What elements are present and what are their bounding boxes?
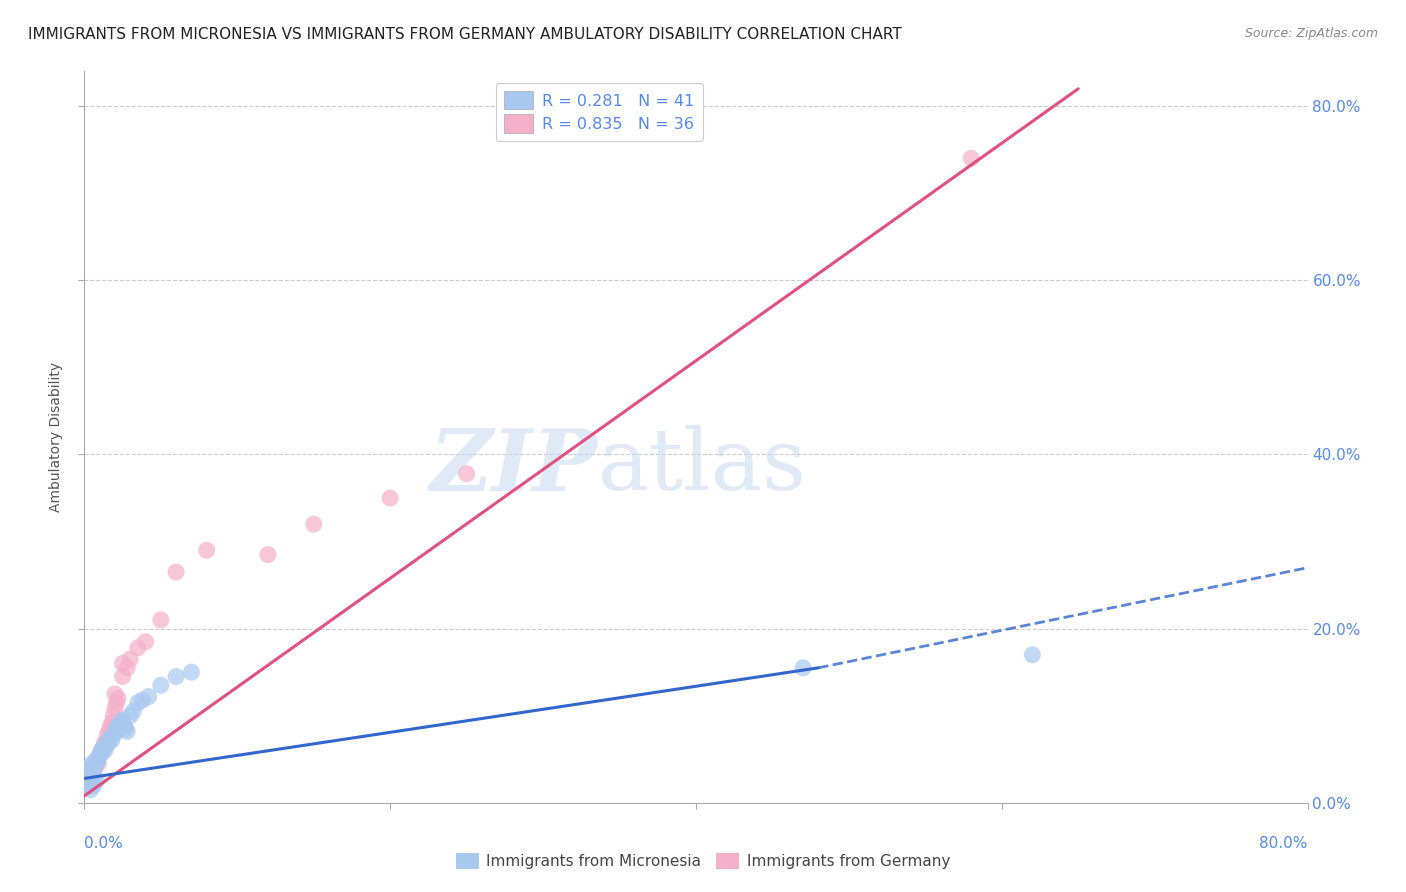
- Point: [138, 690, 160, 704]
- Point: [86, 774, 108, 789]
- Point: [115, 724, 138, 739]
- Point: [180, 665, 202, 680]
- Point: [104, 726, 127, 740]
- Point: [79, 763, 101, 777]
- Point: [111, 657, 134, 671]
- Text: IMMIGRANTS FROM MICRONESIA VS IMMIGRANTS FROM GERMANY AMBULATORY DISABILITY CORR: IMMIGRANTS FROM MICRONESIA VS IMMIGRANTS…: [28, 27, 901, 42]
- Point: [103, 728, 125, 742]
- Point: [80, 763, 103, 777]
- Point: [93, 739, 115, 754]
- Point: [135, 634, 157, 648]
- Point: [91, 745, 114, 759]
- Point: [97, 724, 120, 739]
- Point: [103, 708, 125, 723]
- Point: [83, 778, 105, 792]
- Point: [93, 737, 115, 751]
- Point: [107, 719, 129, 733]
- Point: [104, 702, 127, 716]
- Point: [127, 696, 149, 710]
- Point: [107, 691, 129, 706]
- Point: [87, 756, 110, 771]
- Text: 80.0%: 80.0%: [1260, 836, 1308, 851]
- Point: [83, 770, 105, 784]
- Point: [960, 152, 983, 166]
- Point: [114, 722, 136, 736]
- Point: [115, 661, 138, 675]
- Point: [80, 756, 103, 771]
- Point: [149, 613, 172, 627]
- Point: [112, 719, 135, 733]
- Point: [76, 780, 98, 794]
- Point: [84, 759, 107, 773]
- Point: [380, 491, 402, 505]
- Point: [104, 687, 127, 701]
- Point: [149, 678, 172, 692]
- Point: [105, 696, 128, 710]
- Point: [1021, 648, 1043, 662]
- Text: 0.0%: 0.0%: [84, 836, 124, 851]
- Point: [131, 693, 153, 707]
- Point: [101, 715, 124, 730]
- Point: [87, 754, 110, 768]
- Point: [302, 517, 325, 532]
- Point: [120, 708, 142, 723]
- Point: [96, 737, 118, 751]
- Point: [94, 741, 117, 756]
- Point: [195, 543, 218, 558]
- Text: atlas: atlas: [598, 425, 807, 508]
- Point: [96, 728, 118, 742]
- Point: [79, 768, 101, 782]
- Point: [76, 765, 98, 780]
- Legend: Immigrants from Micronesia, Immigrants from Germany: Immigrants from Micronesia, Immigrants f…: [450, 847, 956, 875]
- Text: ZIP: ZIP: [430, 425, 598, 508]
- Point: [165, 669, 187, 683]
- Point: [98, 731, 121, 745]
- Point: [122, 705, 145, 719]
- Point: [127, 640, 149, 655]
- Point: [101, 733, 124, 747]
- Point: [91, 741, 114, 756]
- Point: [77, 774, 100, 789]
- Point: [89, 747, 111, 762]
- Point: [120, 652, 142, 666]
- Point: [105, 722, 128, 736]
- Point: [165, 565, 187, 579]
- Legend: R = 0.281   N = 41, R = 0.835   N = 36: R = 0.281 N = 41, R = 0.835 N = 36: [496, 83, 703, 141]
- Point: [111, 713, 134, 727]
- Point: [90, 743, 112, 757]
- Point: [97, 735, 120, 749]
- Point: [108, 717, 131, 731]
- Point: [110, 715, 132, 730]
- Point: [456, 467, 478, 481]
- Y-axis label: Ambulatory Disability: Ambulatory Disability: [49, 362, 63, 512]
- Point: [77, 761, 100, 775]
- Point: [98, 719, 121, 733]
- Point: [79, 782, 101, 797]
- Point: [86, 754, 108, 768]
- Point: [76, 770, 98, 784]
- Point: [89, 747, 111, 762]
- Point: [94, 735, 117, 749]
- Point: [90, 745, 112, 759]
- Point: [86, 752, 108, 766]
- Point: [83, 765, 105, 780]
- Text: Source: ZipAtlas.com: Source: ZipAtlas.com: [1244, 27, 1378, 40]
- Point: [792, 661, 814, 675]
- Point: [111, 669, 134, 683]
- Point: [84, 761, 107, 775]
- Point: [257, 548, 280, 562]
